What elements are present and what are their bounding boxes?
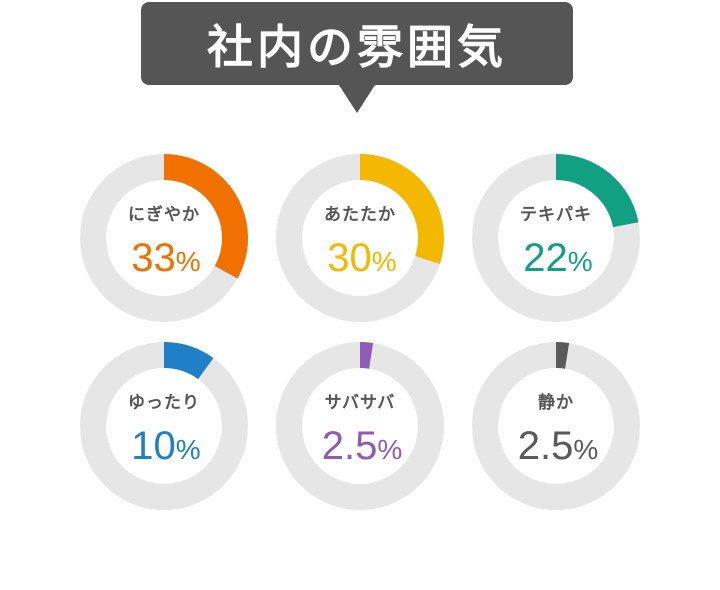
donut-value-number: 10 (131, 424, 176, 468)
donut-arc (276, 154, 444, 322)
donut-arc (472, 154, 640, 322)
donut-value: 22% (523, 236, 592, 280)
donut-4: ゆったり 10% (80, 342, 248, 510)
donut-value-unit: % (372, 246, 397, 277)
donut-value-number: 30 (327, 236, 372, 280)
donut-3: テキパキ 22% (472, 154, 640, 322)
donut-value-number: 22 (523, 236, 568, 280)
title-bubble: 社内の雰囲気 (141, 2, 573, 113)
donut-value: 2.5% (322, 424, 403, 468)
donut-label: サバサバ (325, 393, 396, 413)
donut-value-number: 2.5 (518, 424, 574, 468)
donut-value: 30% (327, 236, 396, 280)
donut-label: テキパキ (520, 205, 592, 225)
chart-title: 社内の雰囲気 (207, 19, 507, 74)
donut-value: 2.5% (518, 424, 599, 468)
donut-label: ゆったり (128, 393, 200, 413)
donut-value: 33% (131, 236, 200, 280)
donut-value-unit: % (377, 434, 402, 465)
donut-value-unit: % (568, 246, 593, 277)
donut-arc (472, 342, 640, 510)
donut-value-number: 2.5 (322, 424, 378, 468)
donut-label: にぎやか (128, 204, 200, 225)
donut-5: サバサバ 2.5% (276, 342, 444, 510)
donut-arc (276, 342, 444, 510)
donut-1: にぎやか 33% (80, 154, 248, 322)
donut-arc (80, 342, 248, 510)
donut-6: 静か 2.5% (472, 342, 640, 510)
donut-value-unit: % (176, 434, 201, 465)
donut-arc (80, 154, 248, 322)
donut-2: あたたか 30% (276, 154, 444, 322)
donut-label: あたたか (324, 205, 396, 225)
donut-value-number: 33 (131, 236, 176, 280)
donut-label: 静か (538, 392, 574, 413)
donut-value: 10% (131, 424, 200, 468)
donut-value-unit: % (573, 434, 598, 465)
donut-value-unit: % (176, 246, 201, 277)
